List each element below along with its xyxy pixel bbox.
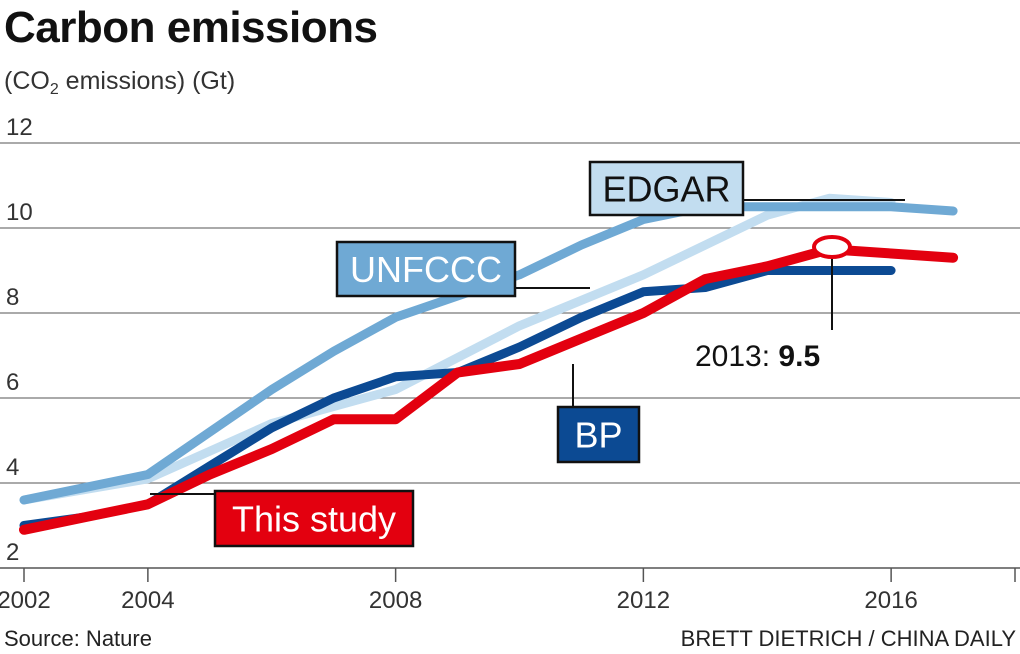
annotation-value: 9.5 <box>778 340 820 373</box>
legend-label-edgar: EDGAR <box>602 169 730 210</box>
x-tick-label: 2002 <box>0 587 51 614</box>
x-tick-label: 2016 <box>864 587 917 614</box>
x-tick-label: 2004 <box>121 587 174 614</box>
series-line-unfccc <box>19 202 958 505</box>
annotation-year: 2013: <box>695 340 778 373</box>
subtitle-subscript: 2 <box>49 81 59 98</box>
legend-box-unfccc <box>335 240 517 298</box>
subtitle-pre: (CO <box>4 67 50 95</box>
series-line-this-study <box>19 244 959 535</box>
legend-label-bp: BP <box>574 415 622 456</box>
chart-title: Carbon emissions <box>4 3 378 52</box>
y-tick-label: 10 <box>6 199 33 226</box>
legend-box-edgar <box>588 160 745 217</box>
legend-box-this-study <box>213 489 415 548</box>
x-tick-label: 2008 <box>369 587 422 614</box>
y-tick-label: 12 <box>6 114 33 141</box>
x-tick-label: 2012 <box>617 587 670 614</box>
subtitle-post: emissions) (Gt) <box>58 67 236 95</box>
legend-label-unfccc: UNFCCC <box>350 249 502 290</box>
legend-label-this-study: This study <box>232 499 396 540</box>
highlight-marker <box>812 235 852 259</box>
y-axis-unit-label: (CO2 emissions) (Gt) <box>4 64 235 107</box>
annotation-label: 2013: 9.5 <box>695 340 820 373</box>
y-tick-label: 8 <box>6 284 19 311</box>
source-note: Source: Nature <box>4 626 152 651</box>
y-tick-label: 6 <box>6 369 19 396</box>
legend-box-bp <box>556 405 641 464</box>
y-tick-label: 2 <box>6 539 19 566</box>
y-tick-label: 4 <box>6 454 19 481</box>
credit-note: BRETT DIETRICH / CHINA DAILY <box>680 626 1016 651</box>
